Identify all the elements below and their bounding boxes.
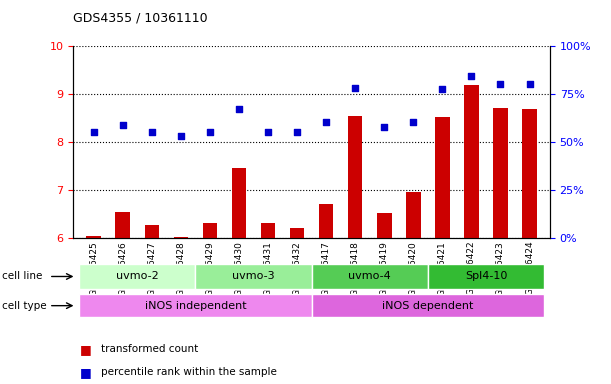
Text: Spl4-10: Spl4-10	[465, 271, 507, 281]
Point	[496, 81, 505, 88]
Text: iNOS independent: iNOS independent	[145, 301, 246, 311]
Bar	[428, 264, 544, 289]
Text: iNOS dependent: iNOS dependent	[382, 301, 474, 311]
Bar	[312, 264, 428, 289]
Bar	[493, 108, 508, 238]
Text: GDS4355 / 10361110: GDS4355 / 10361110	[73, 12, 208, 25]
Bar	[406, 192, 420, 238]
Point	[118, 122, 128, 128]
Bar	[522, 109, 537, 238]
Point	[234, 106, 244, 113]
Bar	[86, 236, 101, 238]
Text: uvmo-2: uvmo-2	[116, 271, 159, 281]
Bar	[319, 204, 334, 238]
Bar	[312, 294, 544, 318]
Point	[437, 86, 447, 93]
Bar	[261, 223, 276, 238]
Text: uvmo-3: uvmo-3	[232, 271, 275, 281]
Point	[292, 128, 302, 134]
Point	[467, 73, 477, 79]
Bar	[232, 169, 246, 238]
Bar	[79, 294, 312, 318]
Text: ■: ■	[79, 366, 91, 379]
Point	[147, 128, 156, 134]
Text: cell type: cell type	[2, 301, 46, 311]
Bar	[145, 225, 159, 238]
Text: transformed count: transformed count	[101, 344, 198, 354]
Text: cell line: cell line	[2, 271, 42, 281]
Point	[379, 124, 389, 130]
Point	[205, 128, 215, 134]
Bar	[435, 117, 450, 238]
Point	[525, 81, 535, 88]
Point	[263, 128, 273, 134]
Bar	[174, 237, 188, 238]
Point	[321, 119, 331, 125]
Point	[350, 85, 360, 91]
Text: percentile rank within the sample: percentile rank within the sample	[101, 367, 277, 377]
Text: ■: ■	[79, 343, 91, 356]
Point	[176, 133, 186, 139]
Bar	[196, 264, 312, 289]
Bar	[464, 86, 478, 238]
Bar	[203, 223, 217, 238]
Point	[408, 119, 418, 125]
Bar	[290, 227, 304, 238]
Bar	[377, 213, 392, 238]
Bar	[348, 116, 362, 238]
Point	[89, 129, 98, 136]
Bar	[115, 212, 130, 238]
Bar	[79, 264, 196, 289]
Text: uvmo-4: uvmo-4	[348, 271, 391, 281]
